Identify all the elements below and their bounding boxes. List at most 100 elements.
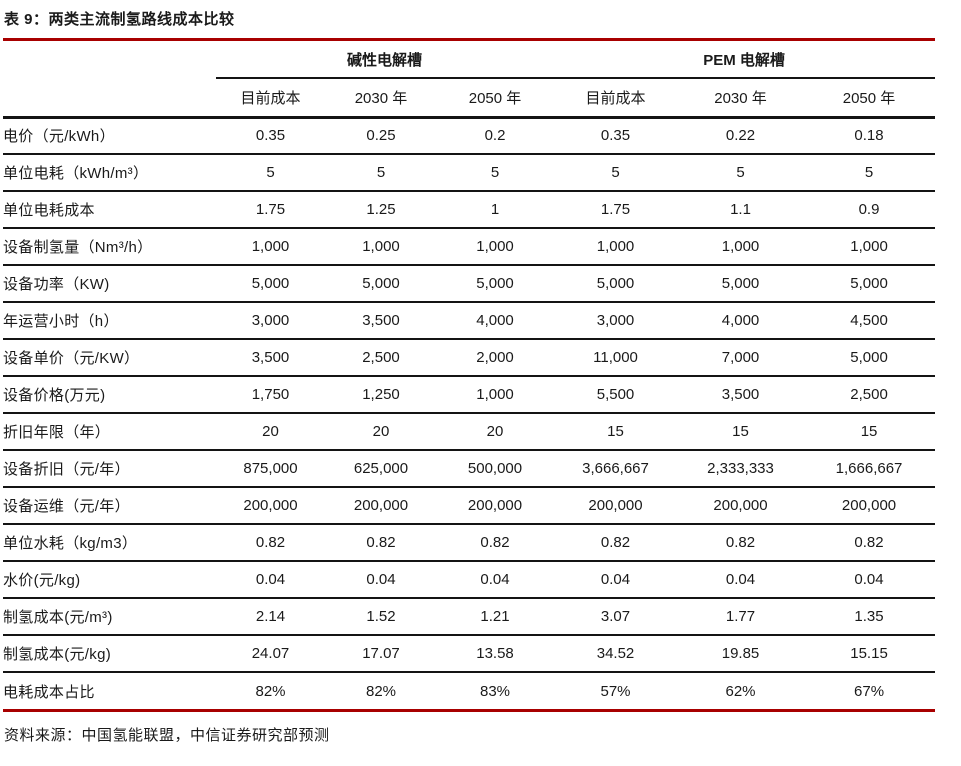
cell-value: 11,000 xyxy=(593,349,638,366)
row-label: 设备单价（元/KW） xyxy=(3,350,140,367)
cell-value: 5 xyxy=(376,164,386,181)
cell-value: 0.04 xyxy=(725,571,756,588)
row-label: 单位电耗成本 xyxy=(3,202,95,219)
cell-value: 24.07 xyxy=(251,645,290,662)
cell-value: 0.04 xyxy=(255,571,286,588)
cell-value: 0.82 xyxy=(600,534,631,551)
cell-value: 0.82 xyxy=(366,534,396,551)
row-label: 电耗成本占比 xyxy=(3,683,95,701)
cell-value: 1,000 xyxy=(476,386,514,403)
row-label: 设备功率（KW) xyxy=(3,276,110,293)
header-spacer xyxy=(3,41,216,78)
cell-value: 3,666,667 xyxy=(582,460,649,477)
cost-comparison-table: 碱性电解槽 PEM 电解槽 目前成本 2030 年 2050 年 目前成本 20… xyxy=(3,41,936,709)
cell-value: 1.35 xyxy=(854,608,884,625)
cell-value: 20 xyxy=(372,423,390,440)
row-label: 设备价格(万元) xyxy=(3,387,106,404)
cell-value: 15 xyxy=(860,423,878,440)
cell-value: 3,500 xyxy=(362,312,400,329)
cell-value: 15 xyxy=(732,423,749,440)
cell-value: 5,000 xyxy=(850,275,888,292)
cell-value: 0.82 xyxy=(725,534,756,551)
table-row: 制氢成本(元/m³) 2.14 1.52 1.21 3.07 1.77 1.35 xyxy=(3,598,936,635)
col-header: 2030 年 xyxy=(678,78,804,119)
cell-value: 200,000 xyxy=(713,497,768,514)
cell-value: 15 xyxy=(607,423,624,440)
cell-value: 0.04 xyxy=(600,571,631,588)
table-row: 单位电耗成本 1.75 1.25 1 1.75 1.1 0.9 xyxy=(3,191,936,228)
row-label: 单位电耗（kWh/m³） xyxy=(3,165,149,182)
cell-value: 1.52 xyxy=(366,608,396,625)
bottom-red-divider xyxy=(3,709,935,712)
cell-value: 34.52 xyxy=(596,645,635,662)
cell-value: 17.07 xyxy=(362,645,400,662)
row-label: 水价(元/kg) xyxy=(3,572,81,589)
cell-value: 5 xyxy=(490,164,500,181)
table-row: 折旧年限（年） 20 20 20 15 15 15 xyxy=(3,413,936,450)
cell-value: 82% xyxy=(255,682,286,700)
cell-value: 1,000 xyxy=(850,238,888,255)
cell-value: 82% xyxy=(365,682,397,700)
cell-value: 1,750 xyxy=(251,386,290,403)
cell-value: 5,000 xyxy=(721,275,760,292)
cell-value: 67% xyxy=(854,682,885,700)
cell-value: 13.58 xyxy=(476,645,514,662)
cell-value: 5,000 xyxy=(596,275,635,292)
cell-value: 3.07 xyxy=(600,608,631,625)
group-header-pem: PEM 电解槽 xyxy=(553,41,936,79)
table-title: 表 9：两类主流制氢路线成本比较 xyxy=(4,11,235,28)
cell-value: 3,000 xyxy=(251,312,290,329)
cell-value: 200,000 xyxy=(243,497,298,514)
header-spacer xyxy=(3,78,216,119)
table-row: 水价(元/kg) 0.04 0.04 0.04 0.04 0.04 0.04 xyxy=(3,561,936,598)
sub-header-row: 目前成本 2030 年 2050 年 目前成本 2030 年 2050 年 xyxy=(3,78,936,119)
row-label: 设备制氢量（Nm³/h） xyxy=(3,239,153,256)
cell-value: 200,000 xyxy=(467,497,523,514)
cell-value: 875,000 xyxy=(243,460,298,477)
cell-value: 200,000 xyxy=(841,497,897,514)
cell-value: 7,000 xyxy=(721,349,760,366)
cell-value: 5 xyxy=(266,164,275,181)
cell-value: 0.82 xyxy=(480,534,510,551)
table-row: 设备单价（元/KW） 3,500 2,500 2,000 11,000 7,000 5,00… xyxy=(3,339,936,376)
cell-value: 1,000 xyxy=(596,238,635,255)
table-row: 制氢成本(元/kg) 24.07 17.07 13.58 34.52 19.85 15.15 xyxy=(3,635,936,672)
cell-value: 1,000 xyxy=(362,238,400,255)
cell-value: 19.85 xyxy=(721,645,760,662)
col-header: 2050 年 xyxy=(803,78,936,119)
cell-value: 4,000 xyxy=(721,312,760,329)
cell-value: 83% xyxy=(479,682,511,700)
table-row: 设备运维（元/年） 200,000 200,000 200,000 200,000 200… xyxy=(3,487,936,524)
table-header: 碱性电解槽 PEM 电解槽 目前成本 2030 年 2050 年 目前成本 20… xyxy=(3,41,936,119)
cell-value: 1.75 xyxy=(255,201,286,218)
table-row: 设备价格(万元) 1,750 1,250 1,000 5,500 3,500 2,500 xyxy=(3,376,936,413)
row-label: 设备运维（元/年） xyxy=(3,498,130,515)
cell-value: 2,000 xyxy=(476,349,514,366)
row-label: 电价（元/kWh） xyxy=(3,128,115,146)
cell-value: 3,500 xyxy=(721,386,760,403)
group-header-row: 碱性电解槽 PEM 电解槽 xyxy=(3,41,936,79)
cell-value: 1.77 xyxy=(725,608,756,625)
table-row: 单位水耗（kg/m3） 0.82 0.82 0.82 0.82 0.82 0.82 xyxy=(3,524,936,561)
table-row: 单位电耗（kWh/m³） 5 5 5 5 5 5 xyxy=(3,154,936,191)
cell-value: 20 xyxy=(262,423,279,440)
cell-value: 4,500 xyxy=(850,312,888,329)
group-header-alkaline: 碱性电解槽 xyxy=(216,41,554,79)
row-label: 设备折旧（元/年） xyxy=(3,461,130,478)
cell-value: 200,000 xyxy=(588,497,643,514)
cell-value: 625,000 xyxy=(353,460,409,477)
col-header: 目前成本 xyxy=(553,78,679,119)
cell-value: 2.14 xyxy=(255,608,286,625)
col-header: 2030 年 xyxy=(325,78,437,119)
col-header: 2050 年 xyxy=(437,78,554,119)
cell-value: 1.21 xyxy=(480,608,510,625)
cell-value: 0.04 xyxy=(854,571,884,588)
cell-value: 0.9 xyxy=(858,201,880,218)
cell-value: 5,000 xyxy=(362,275,400,292)
row-label: 年运营小时（h） xyxy=(3,313,119,330)
row-label: 制氢成本(元/m³) xyxy=(3,609,113,626)
cell-value: 0.2 xyxy=(484,127,506,145)
cell-value: 0.25 xyxy=(366,127,396,145)
cell-value: 2,333,333 xyxy=(707,460,774,477)
